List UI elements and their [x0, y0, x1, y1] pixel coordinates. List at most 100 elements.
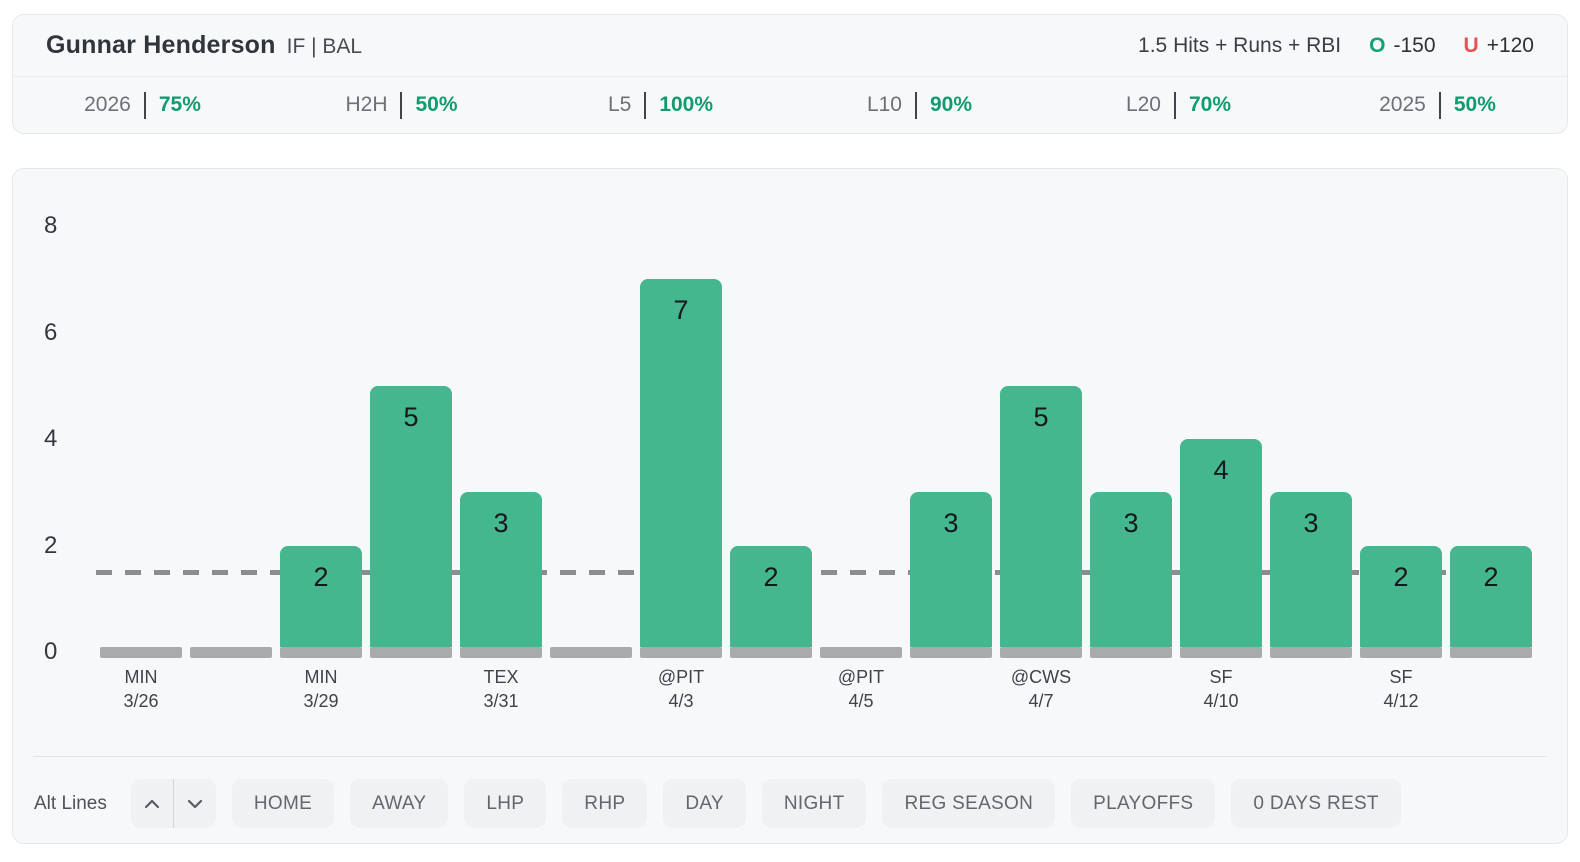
- game-bar-slot[interactable]: 2: [1450, 226, 1532, 658]
- split-separator: [400, 91, 403, 119]
- game-bar-slot[interactable]: 2: [1360, 226, 1442, 658]
- filter-reg-season-button[interactable]: REG SEASON: [882, 779, 1056, 828]
- prop-line-dashed: [96, 570, 1532, 575]
- over-symbol: O: [1369, 33, 1386, 57]
- game-bar-slot[interactable]: 7: [640, 226, 722, 658]
- opponent-label: TEX: [483, 667, 519, 687]
- player-name: Gunnar Henderson: [46, 31, 276, 59]
- under-odds-button[interactable]: U +120: [1464, 34, 1534, 58]
- x-axis-empty-label: [910, 665, 992, 713]
- game-bar-slot[interactable]: [550, 226, 632, 658]
- split-hit-rate: 70%: [1189, 93, 1232, 116]
- filter-day-button[interactable]: DAY: [663, 779, 746, 828]
- split-period-label: L5: [607, 93, 632, 116]
- zero-baseline-stub: [190, 647, 272, 658]
- bar-value-label: 2: [1483, 561, 1499, 592]
- opponent-label: MIN: [304, 667, 338, 687]
- market-info: 1.5 Hits + Runs + RBI O -150 U +120: [1138, 34, 1534, 58]
- game-bar[interactable]: 5: [370, 385, 452, 647]
- split-hit-rate: 100%: [659, 93, 714, 116]
- game-bar-slot[interactable]: 5: [370, 226, 452, 658]
- alt-line-up-button[interactable]: [131, 779, 173, 828]
- x-axis-empty-label: [1270, 665, 1352, 713]
- zero-baseline-stub: [370, 647, 452, 658]
- bar-value-label: 2: [763, 561, 779, 592]
- split-separator: [1438, 91, 1441, 119]
- game-bar-slot[interactable]: 3: [910, 226, 992, 658]
- x-axis-empty-label: [730, 665, 812, 713]
- game-bar[interactable]: 2: [1450, 545, 1532, 647]
- date-label: 3/31: [483, 691, 519, 711]
- zero-baseline-stub: [550, 647, 632, 658]
- split-separator: [644, 91, 647, 119]
- game-bar[interactable]: 3: [910, 492, 992, 647]
- alt-line-down-button[interactable]: [174, 779, 216, 828]
- filter-rhp-button[interactable]: RHP: [562, 779, 648, 828]
- date-label: 3/29: [303, 691, 339, 711]
- x-axis-game-label: SF 4/10: [1180, 665, 1262, 713]
- x-axis-game-label: @PIT 4/5: [820, 665, 902, 713]
- header-divider: [13, 76, 1567, 77]
- filter-away-button[interactable]: AWAY: [350, 779, 449, 828]
- zero-baseline-stub: [460, 647, 542, 658]
- over-odds-value: -150: [1393, 33, 1436, 57]
- opponent-label: SF: [1389, 667, 1413, 687]
- game-bar-slot[interactable]: 3: [1090, 226, 1172, 658]
- filter-0-days-rest-button[interactable]: 0 DAYS REST: [1231, 779, 1401, 828]
- game-bar-slot[interactable]: 2: [280, 226, 362, 658]
- game-log-chart-card: 8 6 4 2 0 2 5 3: [12, 168, 1568, 844]
- title-row: Gunnar Henderson IF | BAL 1.5 Hits + Run…: [13, 15, 1567, 76]
- game-bar[interactable]: 3: [1090, 492, 1172, 647]
- stepper-divider: [172, 779, 174, 828]
- under-symbol: U: [1463, 33, 1479, 57]
- zero-baseline-stub: [1090, 647, 1172, 658]
- game-bar-slot[interactable]: 3: [1270, 226, 1352, 658]
- split-cell-l10: L10 90%: [790, 77, 1049, 133]
- bar-value-label: 4: [1213, 455, 1229, 485]
- game-bar-slot[interactable]: [190, 226, 272, 658]
- zero-baseline-stub: [280, 647, 362, 658]
- split-hit-rate: 90%: [930, 93, 973, 116]
- market-label: 1.5 Hits + Runs + RBI: [1138, 33, 1342, 57]
- date-label: 4/12: [1383, 691, 1419, 711]
- game-bar[interactable]: 3: [1270, 492, 1352, 647]
- game-bar[interactable]: 7: [640, 279, 722, 647]
- player-position-team: IF | BAL: [286, 35, 363, 58]
- game-bar[interactable]: 2: [280, 545, 362, 647]
- game-bar[interactable]: 4: [1180, 439, 1262, 647]
- game-bar[interactable]: 3: [460, 492, 542, 647]
- game-bar-slot[interactable]: 5: [1000, 226, 1082, 658]
- game-bar[interactable]: 2: [1360, 545, 1442, 647]
- zero-baseline-stub: [1000, 647, 1082, 658]
- date-label: 4/3: [668, 691, 694, 711]
- split-cell-2026: 2026 75%: [13, 77, 272, 133]
- game-bar-slot[interactable]: 2: [730, 226, 812, 658]
- filter-playoffs-button[interactable]: PLAYOFFS: [1071, 779, 1216, 828]
- game-bar-slot[interactable]: [100, 226, 182, 658]
- game-bar[interactable]: 2: [730, 545, 812, 647]
- chevron-down-icon: [187, 799, 202, 808]
- chevron-up-icon: [144, 799, 159, 808]
- bar-value-label: 3: [1123, 508, 1139, 539]
- date-label: 4/10: [1203, 691, 1239, 711]
- filter-buttons: HOME AWAY LHP RHP DAY NIGHT REG SEASON PLAYOFFS…: [231, 779, 1401, 828]
- game-bar[interactable]: 5: [1000, 385, 1082, 647]
- bar-value-label: 3: [943, 508, 959, 539]
- x-axis-empty-label: [1450, 665, 1532, 713]
- alt-lines-label: Alt Lines: [34, 792, 107, 814]
- game-bar-slot[interactable]: 3: [460, 226, 542, 658]
- game-bar-slot[interactable]: 4: [1180, 226, 1262, 658]
- filter-lhp-button[interactable]: LHP: [464, 779, 547, 828]
- x-axis-game-label: TEX 3/31: [460, 665, 542, 713]
- bar-value-label: 3: [1303, 508, 1319, 539]
- filter-home-button[interactable]: HOME: [231, 779, 335, 828]
- game-bar-slot[interactable]: [820, 226, 902, 658]
- filter-night-button[interactable]: NIGHT: [761, 779, 867, 828]
- zero-baseline-stub: [640, 647, 722, 658]
- date-label: 4/5: [848, 691, 874, 711]
- split-period-label: 2026: [84, 93, 131, 116]
- x-axis-empty-label: [370, 665, 452, 713]
- opponent-label: MIN: [124, 667, 158, 687]
- over-odds-button[interactable]: O -150: [1369, 34, 1435, 58]
- x-axis-game-label: SF 4/12: [1360, 665, 1442, 713]
